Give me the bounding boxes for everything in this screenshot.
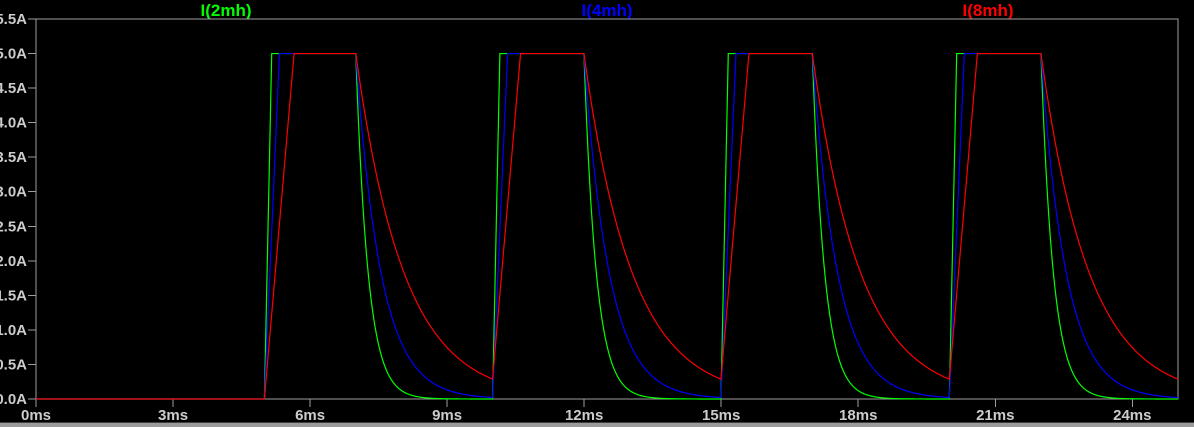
x-tick-label: 12ms [565,407,603,424]
x-tick-label: 0ms [21,407,51,424]
y-tick-label: 5.5A [0,11,27,28]
x-tick-label: 3ms [158,407,188,424]
trace-i2mh [36,52,1178,400]
y-tick-label: 1.5A [0,287,27,304]
y-tick-label: 4.5A [0,80,27,97]
y-tick-label: 3.5A [0,149,27,166]
y-tick-label: 4.0A [0,115,27,132]
y-tick-label: 5.0A [0,46,27,63]
window-bottom-border [0,422,1194,427]
y-tick-label: 1.0A [0,322,27,339]
x-tick-label: 24ms [1113,407,1151,424]
plot-box [35,18,1179,400]
y-tick-label: 2.0A [0,253,27,270]
x-tick-label: 15ms [702,407,740,424]
x-tick-label: 6ms [295,407,325,424]
x-tick-label: 21ms [976,407,1014,424]
legend-label-i8mh[interactable]: I(8mh) [963,1,1014,20]
trace-i8mh [36,52,1179,400]
y-tick-label: 0.5A [0,356,27,373]
y-tick-label: 0.0A [0,391,27,408]
legend-label-i2mh[interactable]: I(2mh) [201,1,252,20]
x-tick-label: 9ms [432,407,462,424]
axes-layer: 5.5A 5.0A 4.5A 4.0A 3.5A 3.0A 2.5A 2.0A 1.5A 1.0A… [0,11,1179,424]
y-tick-label: 3.0A [0,184,27,201]
trace-layer [36,52,1179,400]
x-tick-label: 18ms [839,407,877,424]
y-tick-label: 2.5A [0,218,27,235]
legend-label-i4mh[interactable]: I(4mh) [582,1,633,20]
